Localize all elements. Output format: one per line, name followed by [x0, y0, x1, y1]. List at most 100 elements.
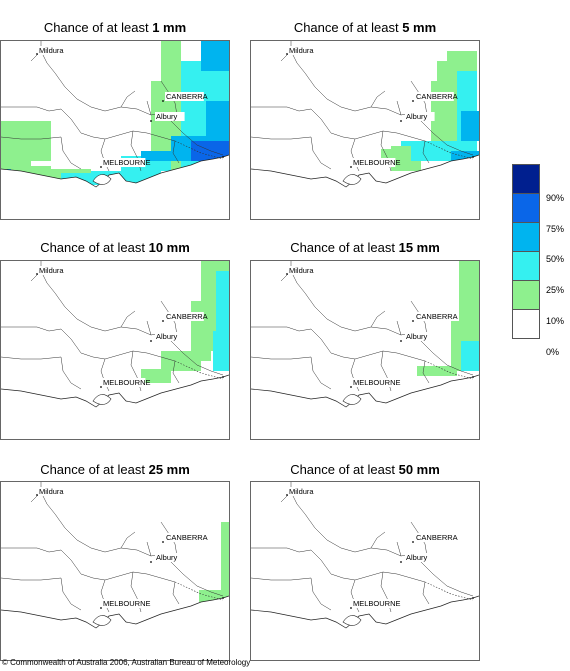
coastline [251, 595, 479, 629]
melbourne-label: MELBOURNE [103, 599, 151, 608]
legend-tick-50: 50% [546, 254, 565, 264]
town-marker [472, 597, 474, 599]
label-background [155, 112, 185, 121]
map-svg: Mildura CANBERRA Albury MELBOURNE [1, 482, 229, 660]
sea-area [251, 155, 479, 219]
legend-tick-75: 75% [546, 224, 565, 234]
mildura-label: Mildura [289, 266, 314, 275]
rainfall-probability-cell [216, 271, 229, 331]
state-border [174, 360, 224, 380]
map-25mm: Mildura CANBERRA Albury MELBOURNE [0, 481, 230, 661]
mildura-label: Mildura [289, 487, 314, 496]
port-phillip-bay [92, 174, 112, 185]
label-background [165, 312, 204, 321]
mildura-label: Mildura [39, 46, 64, 55]
sea-area [251, 596, 479, 660]
albury-label: Albury [406, 332, 428, 341]
albury-label: Albury [156, 553, 178, 562]
legend-tick-25: 25% [546, 285, 565, 295]
sea-area [1, 155, 229, 219]
state-border [174, 581, 224, 601]
canberra-label: CANBERRA [166, 92, 208, 101]
state-border [174, 140, 224, 160]
district-border [310, 356, 332, 390]
legend-swatch-50 [512, 222, 540, 252]
map-1mm: Mildura CANBERRA Albury MELBOURNE [0, 40, 230, 220]
label-background [405, 112, 435, 121]
district-border [1, 326, 176, 362]
rainfall-probability-cell [206, 101, 229, 141]
panel-title-10mm: Chance of at least 10 mm [40, 240, 190, 255]
legend-swatch-75 [512, 193, 540, 223]
label-background [415, 533, 454, 542]
sea-area [251, 375, 479, 439]
rainfall-probability-cell [161, 41, 181, 81]
canberra-label: CANBERRA [416, 312, 458, 321]
legend-swatch-0 [512, 309, 540, 339]
rainfall-probability-cell [191, 141, 229, 161]
rainfall-probability-cell [1, 129, 51, 133]
district-border [146, 100, 152, 116]
rainfall-probability-cell [221, 522, 229, 597]
coastline [251, 154, 479, 188]
label-background [38, 266, 73, 275]
town-marker [286, 273, 288, 275]
mildura-label: Mildura [289, 46, 314, 55]
map-svg: Mildura CANBERRA Albury MELBOURNE [1, 41, 229, 219]
rainfall-probability-cell [213, 331, 229, 371]
rainfall-probability-cell [431, 81, 441, 141]
district-border [370, 531, 386, 549]
district-border [396, 541, 402, 557]
map-15mm: Mildura CANBERRA Albury MELBOURNE [250, 260, 480, 440]
map-svg: Mildura CANBERRA Albury MELBOURNE [251, 482, 479, 660]
town-marker [350, 386, 352, 388]
district-border [251, 106, 426, 142]
district-border [310, 577, 332, 611]
town-marker [472, 376, 474, 378]
town-marker [150, 120, 152, 122]
district-border [60, 577, 82, 611]
rainfall-probability-cell [391, 161, 421, 171]
panel-title-5mm: Chance of at least 5 mm [293, 20, 437, 35]
rainfall-probability-cell [417, 366, 457, 376]
district-border [60, 136, 82, 170]
legend-tick-90: 90% [546, 193, 565, 203]
town-marker [472, 156, 474, 158]
panel-title-50mm: Chance of at least 50 mm [290, 462, 440, 477]
rainfall-probability-cell [1, 141, 51, 145]
canberra-label: CANBERRA [416, 92, 458, 101]
legend-swatch-10 [512, 280, 540, 310]
town-marker [100, 166, 102, 168]
map-svg: Mildura CANBERRA Albury MELBOURNE [251, 41, 479, 219]
town-marker [286, 53, 288, 55]
rainfall-probability-cell [401, 141, 461, 161]
district-border [146, 320, 152, 336]
port-phillip-bay [342, 394, 362, 405]
coastline [251, 374, 479, 408]
district-border [310, 136, 332, 170]
town-marker [36, 53, 38, 55]
town-marker [222, 376, 224, 378]
town-marker [150, 561, 152, 563]
map-svg: Mildura CANBERRA Albury MELBOURNE [251, 261, 479, 439]
label-background [165, 92, 204, 101]
district-border [120, 310, 136, 328]
panel-title-15mm: Chance of at least 15 mm [290, 240, 440, 255]
coastline [1, 154, 229, 188]
rainfall-probability-cell [381, 149, 401, 159]
district-border [251, 547, 426, 583]
mildura-label: Mildura [39, 487, 64, 496]
canberra-label: CANBERRA [166, 312, 208, 321]
label-background [165, 533, 204, 542]
label-background [288, 266, 323, 275]
albury-label: Albury [406, 112, 428, 121]
district-border [251, 326, 426, 362]
legend-swatch-90 [512, 164, 540, 194]
town-marker [100, 607, 102, 609]
rainfall-probability-cell [1, 133, 51, 137]
district-border [370, 90, 386, 108]
label-background [415, 92, 454, 101]
canberra-label: CANBERRA [166, 533, 208, 542]
canberra-label: CANBERRA [416, 533, 458, 542]
rainfall-probability-cell [1, 145, 51, 149]
